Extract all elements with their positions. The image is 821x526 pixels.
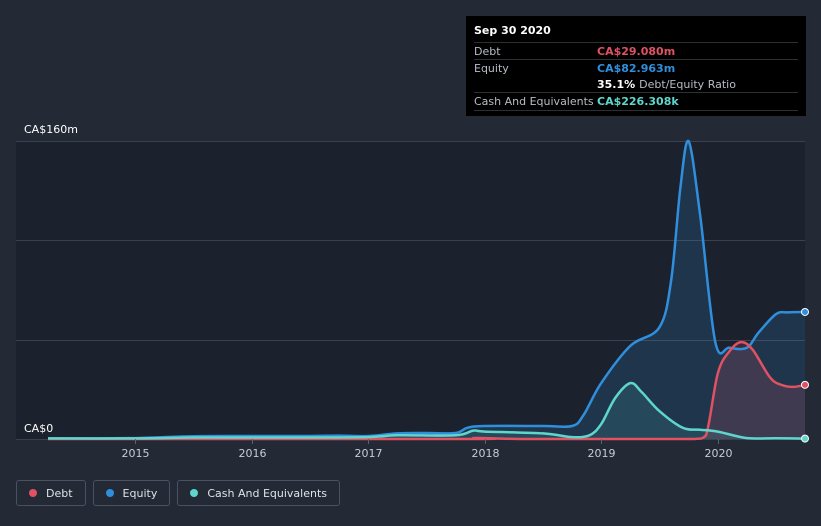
tooltip-ratio-row: 35.1% Debt/Equity Ratio [474, 76, 798, 92]
tooltip-equity-value: CA$82.963m [597, 61, 676, 75]
series-endpoints [801, 307, 809, 443]
y-axis-bottom-label: CA$0 [24, 422, 53, 435]
tooltip-date: Sep 30 2020 [474, 24, 551, 37]
x-axis-ticks: 2015 2016 2017 2018 2019 2020 [122, 439, 733, 460]
x-tick-label-2019: 2019 [588, 447, 616, 460]
equity-dot-icon [105, 489, 114, 497]
x-tick-label-2020: 2020 [705, 447, 733, 460]
debt-line [48, 340, 806, 441]
debt-dot-icon [29, 489, 37, 497]
x-tick-label-2015: 2015 [122, 447, 150, 460]
tooltip-debt-label: Debt [474, 44, 501, 58]
cash-and-equivalents-area [48, 383, 805, 439]
x-tick-label-2018: 2018 [472, 447, 500, 460]
tooltip-debt-row: Debt CA$29.080m [474, 42, 798, 59]
legend-equity-label: Equity [122, 486, 158, 500]
x-tick-label-2017: 2017 [355, 447, 383, 460]
tooltip-debt-value: CA$29.080m [597, 44, 676, 58]
cash-and-equivalents-endpoint [801, 434, 809, 443]
equity-endpoint [801, 307, 809, 316]
tooltip-cash-value: CA$226.308k [597, 95, 679, 108]
legend-debt-label: Debt [46, 486, 73, 500]
tooltip-cash-label: Cash And Equivalents [474, 95, 594, 108]
legend-item-equity[interactable]: Equity [92, 480, 171, 506]
chart-legend: Debt Equity Cash And Equivalents [16, 480, 340, 506]
tooltip-equity-label: Equity [474, 61, 509, 75]
tooltip-panel: Sep 30 2020 Debt CA$29.080m Equity CA$82… [466, 16, 806, 116]
x-tick-label-2016: 2016 [239, 447, 267, 460]
y-axis-top-label: CA$160m [24, 123, 78, 136]
tooltip-ratio-value: 35.1% [597, 77, 636, 91]
tooltip-cash-row: Cash And Equivalents CA$226.308k [474, 92, 798, 111]
tooltip-ratio-label: Debt/Equity Ratio [639, 77, 736, 91]
cash-dot-icon [190, 489, 199, 497]
tooltip-equity-row: Equity CA$82.963m [474, 59, 798, 76]
cash-and-equivalents-line [47, 381, 806, 440]
plot-background [16, 141, 805, 439]
series-lines [47, 139, 806, 441]
debt-equity-chart: 2015 2016 2017 2018 2019 2020 CA$160m CA$0 [16, 123, 809, 460]
legend-item-cash[interactable]: Cash And Equivalents [177, 480, 340, 506]
legend-item-debt[interactable]: Debt [16, 480, 86, 506]
legend-cash-label: Cash And Equivalents [207, 486, 327, 500]
debt-endpoint [801, 380, 809, 389]
